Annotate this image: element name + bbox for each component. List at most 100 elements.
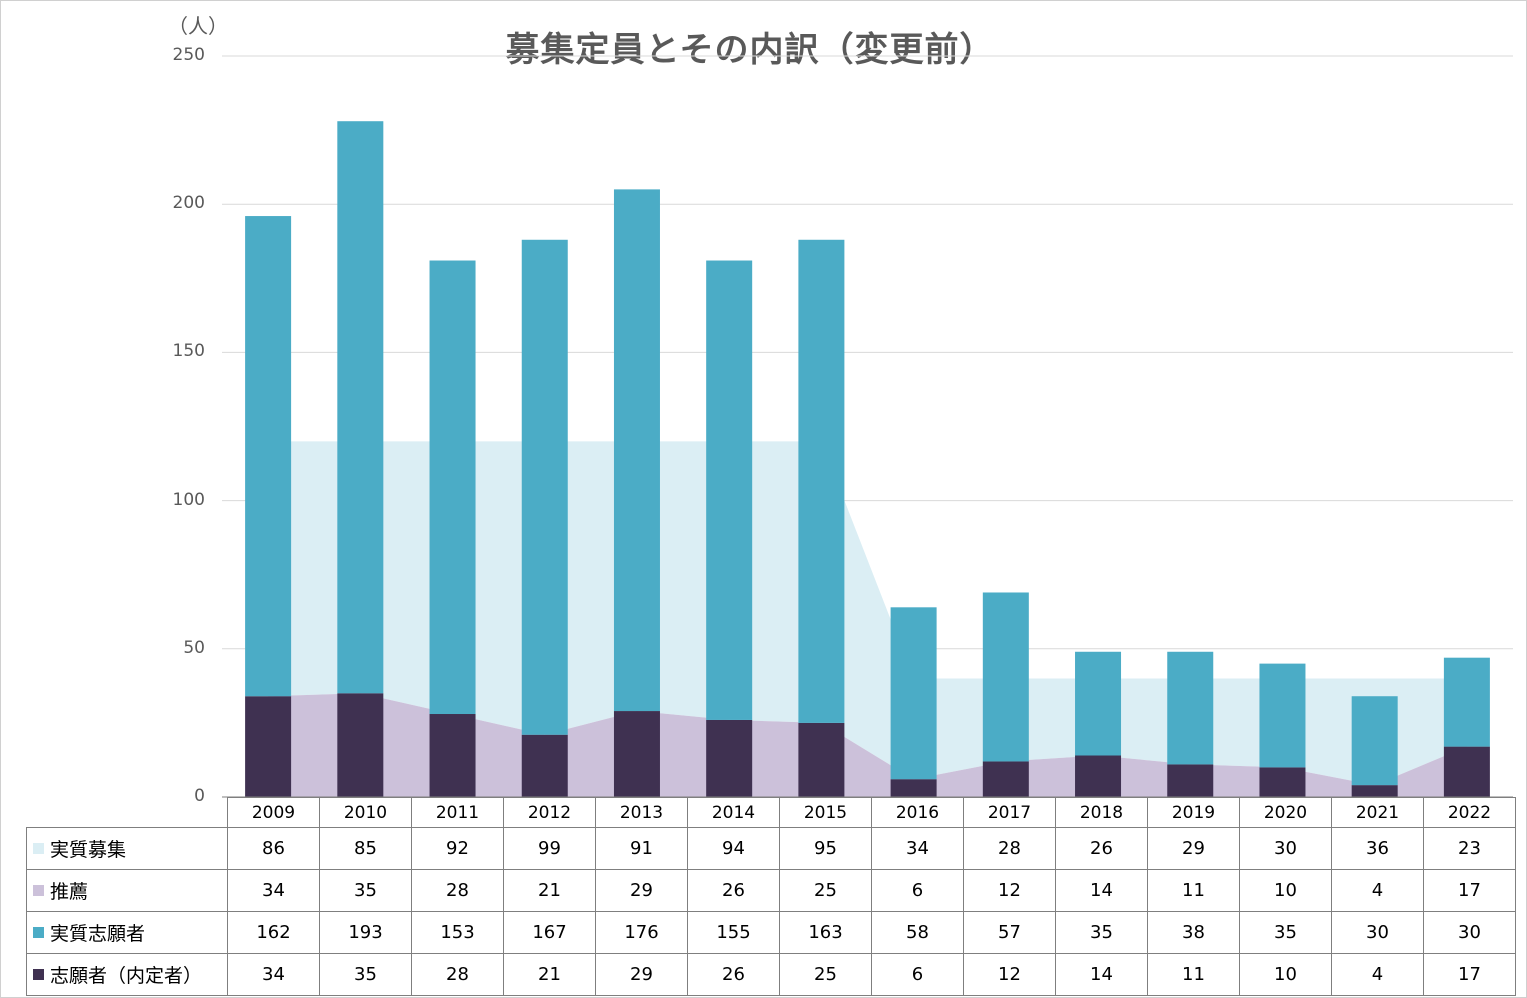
table-cell: 10 [1239, 953, 1332, 996]
table-cell: 25 [779, 869, 872, 912]
table-cell: 94 [687, 827, 780, 870]
chart-title: 募集定員とその内訳（変更前） [505, 30, 995, 70]
category-label: 2016 [871, 797, 964, 828]
bar-applicants-2015 [798, 239, 845, 723]
series-legend-label: 実質募集 [26, 827, 228, 870]
series-legend-label: 実質志願者 [26, 911, 228, 954]
table-cell: 30 [1239, 827, 1332, 870]
table-cell: 85 [319, 827, 412, 870]
y-tick-label: 50 [183, 637, 205, 658]
table-cell: 29 [595, 869, 688, 912]
area-series-recruitment [268, 441, 1467, 786]
series-name: 実質志願者 [50, 923, 146, 945]
table-cell: 4 [1331, 953, 1424, 996]
table-cell: 14 [1055, 869, 1148, 912]
table-row: 志願者（内定者） 34 35 28 21 29 26 25 6 12 14 11 10 4 17 [26, 953, 1516, 996]
category-label: 2013 [595, 797, 688, 828]
table-row: 推薦 34 35 28 21 29 26 25 6 12 14 11 10 4 17 [26, 869, 1516, 912]
bar-applicants-2019 [1167, 651, 1214, 765]
table-cell: 92 [411, 827, 504, 870]
table-cell: 11 [1147, 869, 1240, 912]
bar-hired-2020 [1259, 767, 1306, 797]
table-cell: 25 [779, 953, 872, 996]
bar-applicants-2012 [521, 239, 568, 735]
table-cell: 12 [963, 953, 1056, 996]
table-cell: 95 [779, 827, 872, 870]
category-label: 2017 [963, 797, 1056, 828]
table-corner [26, 797, 228, 828]
y-tick-label: 150 [172, 341, 205, 362]
category-label: 2021 [1331, 797, 1424, 828]
bar-applicants-2022 [1443, 657, 1490, 747]
table-cell: 34 [227, 869, 320, 912]
bar-applicants-2021 [1351, 696, 1398, 786]
bar-hired-2018 [1075, 755, 1122, 797]
table-body: 実質募集 86 85 92 99 91 94 95 34 28 26 29 30 36 23 推薦 34 35 28… [26, 827, 1516, 996]
bar-applicants-2014 [706, 260, 753, 720]
bar-applicants-2010 [337, 121, 384, 694]
table-cell: 34 [227, 953, 320, 996]
y-axis-unit-label: （人） [168, 14, 228, 38]
table-cell: 35 [1239, 911, 1332, 954]
y-tick-label: 250 [172, 45, 205, 65]
table-cell: 14 [1055, 953, 1148, 996]
table-cell: 193 [319, 911, 412, 954]
table-cell: 162 [227, 911, 320, 954]
category-label: 2022 [1423, 797, 1516, 828]
y-tick-label: 100 [172, 489, 205, 510]
table-cell: 30 [1423, 911, 1516, 954]
category-label: 2012 [503, 797, 596, 828]
table-cell: 28 [963, 827, 1056, 870]
category-label: 2010 [319, 797, 412, 828]
table-cell: 26 [1055, 827, 1148, 870]
bar-applicants-2009 [245, 216, 292, 697]
table-cell: 23 [1423, 827, 1516, 870]
bar-hired-2012 [521, 734, 568, 797]
bar-hired-2009 [245, 696, 292, 797]
bar-applicants-2016 [890, 607, 937, 780]
table-cell: 30 [1331, 911, 1424, 954]
bar-hired-2011 [429, 714, 476, 797]
bar-hired-2016 [890, 779, 937, 797]
category-label: 2011 [411, 797, 504, 828]
table-cell: 35 [1055, 911, 1148, 954]
table-cell: 28 [411, 953, 504, 996]
bar-hired-2022 [1443, 746, 1490, 797]
category-label: 2015 [779, 797, 872, 828]
table-cell: 11 [1147, 953, 1240, 996]
series-legend-label: 推薦 [26, 869, 228, 912]
bar-applicants-2017 [982, 592, 1029, 762]
table-row: 実質志願者 162 193 153 167 176 155 163 58 57 35 38 35 30 30 [26, 911, 1516, 954]
table-cell: 99 [503, 827, 596, 870]
category-label: 2014 [687, 797, 780, 828]
table-cell: 34 [871, 827, 964, 870]
bar-applicants-2018 [1075, 651, 1122, 756]
table-cell: 28 [411, 869, 504, 912]
category-label: 2020 [1239, 797, 1332, 828]
bar-applicants-2020 [1259, 663, 1306, 768]
table-cell: 4 [1331, 869, 1424, 912]
table-cell: 17 [1423, 869, 1516, 912]
bar-hired-2015 [798, 722, 845, 797]
bar-hired-2013 [613, 711, 660, 797]
area-series-recommendation [268, 693, 1467, 797]
bar-hired-2019 [1167, 764, 1214, 797]
table-cell: 163 [779, 911, 872, 954]
table-cell: 21 [503, 869, 596, 912]
table-cell: 35 [319, 953, 412, 996]
legend-swatch [33, 927, 44, 938]
table-cell: 57 [963, 911, 1056, 954]
series-name: 志願者（内定者） [50, 965, 203, 987]
table-cell: 153 [411, 911, 504, 954]
table-cell: 36 [1331, 827, 1424, 870]
table-cell: 26 [687, 953, 780, 996]
data-table: 2009 2010 2011 2012 2013 2014 2015 2016 2017 2018… [26, 797, 1516, 996]
table-cell: 58 [871, 911, 964, 954]
category-label: 2018 [1055, 797, 1148, 828]
legend-swatch [33, 885, 44, 896]
table-cell: 167 [503, 911, 596, 954]
y-tick-label: 200 [172, 193, 205, 214]
bar-hired-2021 [1351, 785, 1398, 797]
table-row: 実質募集 86 85 92 99 91 94 95 34 28 26 29 30 36 23 [26, 827, 1516, 870]
